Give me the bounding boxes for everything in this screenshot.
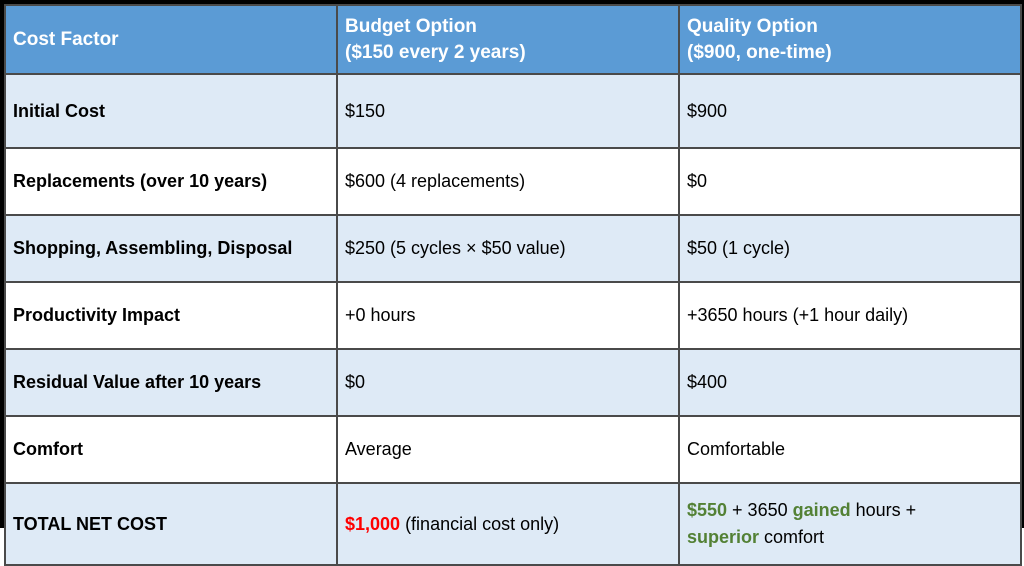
table-row-residual-value: Residual Value after 10 years $0 $400	[4, 348, 1022, 417]
row-label: Replacements (over 10 years)	[4, 147, 338, 216]
total-budget-cell: $1,000 (financial cost only)	[336, 482, 680, 566]
table-row-initial-cost: Initial Cost $150 $900	[4, 73, 1022, 149]
col-header-label: Budget Option	[345, 15, 477, 37]
total-quality-superior: superior	[687, 527, 760, 547]
total-row: TOTAL NET COST $1,000 (financial cost on…	[4, 482, 1022, 566]
budget-cell: +0 hours	[336, 281, 680, 350]
quality-cell: $400	[678, 348, 1022, 417]
header-row: Cost Factor Budget Option ($150 every 2 …	[4, 4, 1022, 75]
total-budget-amount: $1,000	[345, 513, 401, 534]
col-header-sublabel: ($900, one-time)	[687, 41, 832, 63]
table-row-shopping-assembling-disposal: Shopping, Assembling, Disposal $250 (5 c…	[4, 214, 1022, 283]
row-label: Comfort	[4, 415, 338, 484]
total-quality-text: comfort	[759, 527, 825, 547]
budget-cell: $0	[336, 348, 680, 417]
row-label: Initial Cost	[4, 73, 338, 149]
col-header-label: Cost Factor	[13, 28, 119, 50]
col-header-label: Quality Option	[687, 15, 818, 37]
quality-cell: $0	[678, 147, 1022, 216]
table-row-comfort: Comfort Average Comfortable	[4, 415, 1022, 484]
budget-cell: $600 (4 replacements)	[336, 147, 680, 216]
row-label: Residual Value after 10 years	[4, 348, 338, 417]
total-quality-gained: gained	[792, 500, 851, 520]
cost-comparison-table: Cost Factor Budget Option ($150 every 2 …	[4, 4, 1022, 566]
total-quality-cell: $550 + 3650 gained hours + superior comf…	[678, 482, 1022, 566]
budget-cell: $250 (5 cycles × $50 value)	[336, 214, 680, 283]
budget-cell: Average	[336, 415, 680, 484]
row-label: Shopping, Assembling, Disposal	[4, 214, 338, 283]
table-row-replacements: Replacements (over 10 years) $600 (4 rep…	[4, 147, 1022, 216]
quality-cell: +3650 hours (+1 hour daily)	[678, 281, 1022, 350]
total-quality-text: + 3650	[727, 500, 793, 520]
quality-cell: Comfortable	[678, 415, 1022, 484]
total-quality-amount: $550	[687, 500, 728, 520]
col-header-sublabel: ($150 every 2 years)	[345, 41, 526, 63]
row-label: Productivity Impact	[4, 281, 338, 350]
quality-cell: $50 (1 cycle)	[678, 214, 1022, 283]
quality-cell: $900	[678, 73, 1022, 149]
total-quality-text: hours +	[850, 500, 917, 520]
col-header-quality-option: Quality Option ($900, one-time)	[678, 4, 1022, 75]
total-budget-note: (financial cost only)	[400, 513, 560, 534]
total-row-label: TOTAL NET COST	[4, 482, 338, 566]
budget-cell: $150	[336, 73, 680, 149]
table-row-productivity-impact: Productivity Impact +0 hours +3650 hours…	[4, 281, 1022, 350]
col-header-budget-option: Budget Option ($150 every 2 years)	[336, 4, 680, 75]
col-header-cost-factor: Cost Factor	[4, 4, 338, 75]
